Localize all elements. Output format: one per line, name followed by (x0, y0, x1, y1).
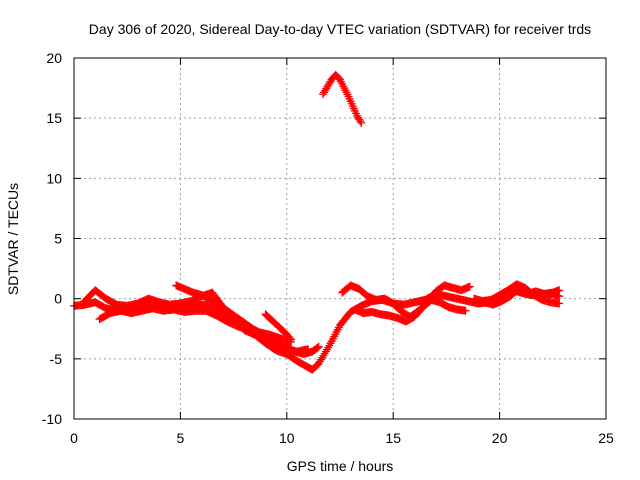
data-point (317, 355, 326, 364)
data-point (322, 345, 331, 354)
data-point (321, 347, 330, 356)
axis-ticks: 0 5 10 15 20 25 -10 -5 0 5 10 15 20 (42, 50, 614, 446)
series-track-9 (470, 280, 564, 308)
grid-lines (74, 58, 606, 419)
y-tick-label: -10 (42, 411, 62, 427)
data-point (314, 342, 323, 351)
data-point (461, 306, 470, 315)
x-tick-label: 15 (385, 430, 401, 446)
series-track-4 (95, 304, 296, 346)
data-series (70, 70, 564, 374)
data-point (324, 343, 333, 352)
x-tick-label: 25 (598, 430, 614, 446)
series-track-7 (338, 281, 474, 321)
data-point (555, 299, 564, 308)
series-track-8 (350, 295, 470, 326)
data-point (318, 353, 327, 362)
y-tick-label: 5 (54, 231, 62, 247)
x-tick-label: 0 (70, 430, 78, 446)
chart-title: Day 306 of 2020, Sidereal Day-to-day VTE… (89, 21, 591, 37)
data-point (319, 351, 328, 360)
data-point (315, 357, 324, 366)
y-tick-label: 0 (54, 291, 62, 307)
data-point (313, 343, 322, 352)
series-track-10 (480, 285, 564, 309)
data-point (465, 282, 474, 291)
series-track-3 (172, 281, 323, 359)
x-axis-label: GPS time / hours (287, 458, 394, 474)
y-axis-label: SDTVAR / TECUs (5, 183, 21, 295)
series-track-5 (261, 310, 296, 344)
y-tick-label: 20 (46, 50, 62, 66)
series-track-6 (318, 70, 366, 127)
data-point (357, 118, 366, 127)
data-point (555, 286, 564, 295)
x-tick-label: 10 (279, 430, 295, 446)
data-point (285, 334, 294, 343)
y-tick-label: 15 (46, 110, 62, 126)
data-point (287, 335, 296, 344)
x-tick-label: 20 (492, 430, 508, 446)
data-point (314, 359, 323, 368)
data-point (320, 349, 329, 358)
x-tick-label: 5 (177, 430, 185, 446)
data-point (356, 117, 365, 126)
y-tick-label: 10 (46, 170, 62, 186)
y-tick-label: -5 (50, 351, 63, 367)
